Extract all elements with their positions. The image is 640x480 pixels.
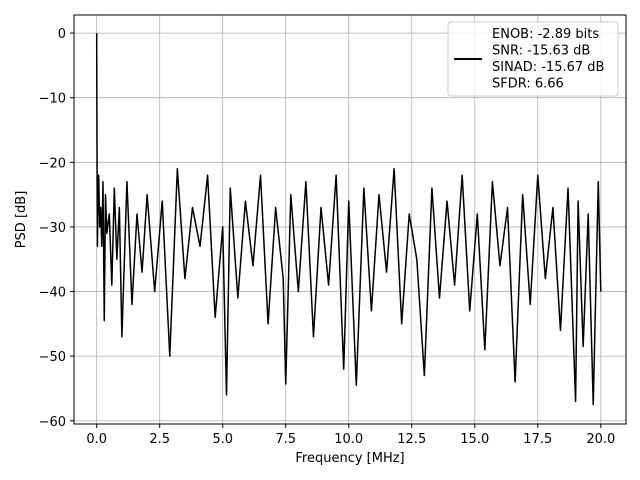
y-tick-label: −40 <box>39 286 66 301</box>
legend-sfdr: SFDR: 6.66 <box>492 77 564 92</box>
legend-enob: ENOB: -2.89 bits <box>492 27 599 42</box>
y-tick-label: −50 <box>39 350 66 365</box>
x-tick-label: 17.5 <box>523 432 552 447</box>
psd-series-line <box>95 33 602 406</box>
y-tick-label: 0 <box>58 27 66 42</box>
x-tick-label: 5.0 <box>212 432 233 447</box>
y-tick-label: −60 <box>39 415 66 430</box>
y-axis-label: PSD [dB] <box>14 191 29 249</box>
y-tick-label: −10 <box>39 92 66 107</box>
y-tick-label: −20 <box>39 156 66 171</box>
legend: ENOB: -2.89 bits SNR: -15.63 dB SINAD: -… <box>447 21 619 97</box>
ticks: 0.0 2.5 5.0 7.5 10.0 12.5 15.0 17.5 20.0 0 −10 −20 −… <box>39 27 616 447</box>
legend-sinad: SINAD: -15.67 dB <box>492 60 604 75</box>
legend-box <box>447 21 619 97</box>
axes-frame <box>73 14 627 425</box>
x-axis-label: Frequency [MHz] <box>295 451 404 466</box>
x-tick-label: 10.0 <box>334 432 363 447</box>
x-tick-label: 0.0 <box>86 432 107 447</box>
x-tick-label: 2.5 <box>149 432 170 447</box>
plot-area <box>95 33 602 406</box>
x-tick-label: 7.5 <box>275 432 296 447</box>
x-tick-label: 20.0 <box>586 432 615 447</box>
x-tick-label: 12.5 <box>397 432 426 447</box>
y-tick-label: −30 <box>39 221 66 236</box>
legend-snr: SNR: -15.63 dB <box>492 44 590 59</box>
x-tick-label: 15.0 <box>460 432 489 447</box>
